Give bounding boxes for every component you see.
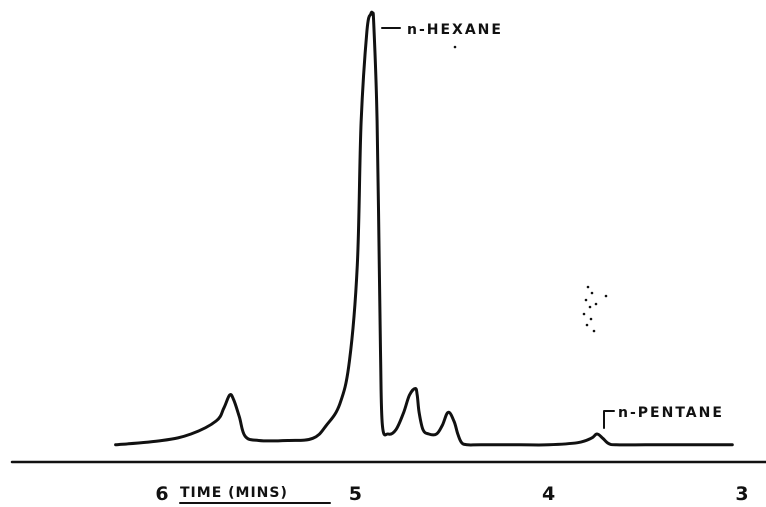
x-tick-label: 5 [349,483,362,505]
x-tick-label: 3 [735,483,748,505]
scan-speckle [586,285,590,289]
scan-speckle [453,45,457,49]
x-tick-labels: 6 5 4 3 [155,483,748,505]
scan-speckle [585,323,589,327]
scan-speckle [588,305,592,309]
scan-speckle [590,291,594,295]
pentane-leader-bracket [603,410,615,429]
x-axis-label: TIME (MINS) [180,485,288,501]
scan-speckle [594,302,598,306]
pentane-label: n-PENTANE [618,405,724,421]
peak-annotations: n-HEXANE n-PENTANE [381,22,724,429]
hexane-label: n-HEXANE [407,22,503,38]
scan-speckle [592,329,596,333]
chromatogram-trace [114,10,734,447]
scan-speckle [589,317,593,321]
scan-speckle [584,298,588,302]
scan-speckle [604,294,608,298]
x-tick-label: 6 [155,483,168,505]
scan-speckle [582,312,586,316]
x-tick-label: 4 [542,483,555,505]
